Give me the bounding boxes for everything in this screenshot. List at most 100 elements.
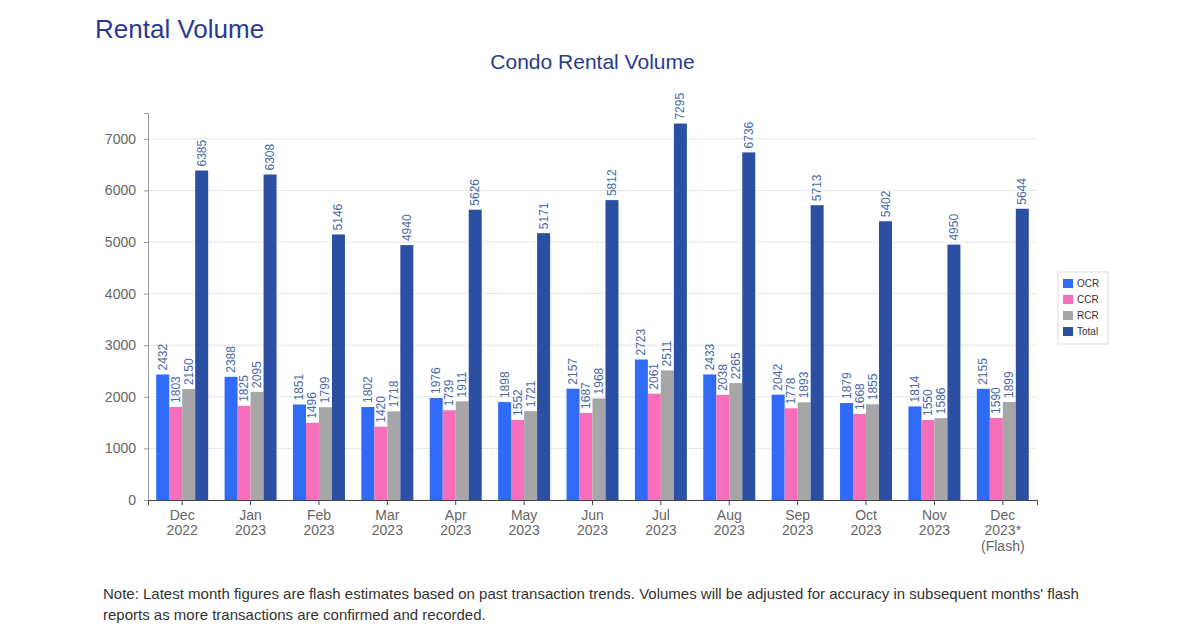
bar bbox=[742, 152, 755, 500]
data-label: 1879 bbox=[840, 372, 854, 399]
x-tick-mark bbox=[318, 500, 319, 505]
data-label: 1718 bbox=[387, 380, 401, 407]
bar bbox=[430, 398, 443, 500]
x-tick-label: Apr2023 bbox=[440, 507, 471, 538]
x-tick-label-line: Nov bbox=[922, 507, 947, 523]
legend-frame bbox=[1058, 272, 1108, 344]
bar bbox=[332, 234, 345, 500]
x-axis-line bbox=[149, 501, 1038, 506]
legend-item: CCR bbox=[1063, 294, 1099, 305]
x-tick-label: Mar2023 bbox=[372, 507, 403, 538]
x-tick-label-line: 2023 bbox=[782, 522, 813, 538]
x-tick: Oct2023 bbox=[850, 500, 881, 538]
grid bbox=[148, 139, 1037, 500]
x-axis: Dec2022Jan2023Feb2023Mar2023Apr2023May20… bbox=[149, 500, 1038, 554]
bar bbox=[866, 404, 879, 500]
bar bbox=[400, 245, 413, 500]
y-tick-mark bbox=[144, 500, 148, 501]
data-label: 1802 bbox=[361, 376, 375, 403]
x-tick-mark bbox=[250, 500, 251, 505]
bar bbox=[661, 370, 674, 500]
y-tick-label: 4000 bbox=[105, 286, 136, 302]
bar bbox=[511, 420, 524, 500]
data-label: 5713 bbox=[810, 174, 824, 201]
x-tick-label-line: 2023 bbox=[645, 522, 676, 538]
data-label: 2042 bbox=[771, 364, 785, 391]
data-label: 1899 bbox=[1002, 371, 1016, 398]
bar bbox=[443, 410, 456, 500]
y-tick: 3000 bbox=[105, 337, 148, 353]
bar bbox=[811, 205, 824, 500]
y-tick-mark bbox=[144, 345, 148, 346]
data-label: 1825 bbox=[237, 375, 251, 402]
data-label: 2157 bbox=[566, 358, 580, 385]
data-label: 1687 bbox=[579, 382, 593, 409]
y-tick-label: 7000 bbox=[105, 131, 136, 147]
x-tick-label-line: Oct bbox=[855, 507, 877, 523]
x-tick-label-line: 2022 bbox=[167, 522, 198, 538]
data-label: 6308 bbox=[263, 143, 277, 170]
bar bbox=[195, 171, 208, 500]
data-label: 1550 bbox=[921, 389, 935, 416]
x-tick-label: Jul2023 bbox=[645, 507, 676, 538]
data-label: 1590 bbox=[989, 387, 1003, 414]
x-tick-label: Feb2023 bbox=[303, 507, 334, 538]
data-label: 1976 bbox=[429, 367, 443, 394]
y-tick: 2000 bbox=[105, 389, 148, 405]
x-tick: Jun2023 bbox=[577, 500, 608, 538]
y-tick-label: 0 bbox=[128, 492, 136, 508]
bar bbox=[716, 395, 729, 500]
bar bbox=[361, 407, 374, 500]
bar bbox=[251, 392, 264, 500]
bar bbox=[772, 395, 785, 500]
data-label: 1420 bbox=[374, 396, 388, 423]
data-label: 1721 bbox=[524, 380, 538, 407]
x-tick-label-line: Aug bbox=[717, 507, 742, 523]
bar bbox=[593, 398, 606, 500]
data-label: 2150 bbox=[182, 358, 196, 385]
y-tick: 1000 bbox=[105, 440, 148, 456]
y-tick-mark bbox=[144, 242, 148, 243]
x-tick: Dec2023*(Flash) bbox=[981, 500, 1025, 554]
data-label: 4940 bbox=[400, 214, 414, 241]
x-tick-label-line: Jun bbox=[581, 507, 604, 523]
y-tick-label: 2000 bbox=[105, 389, 136, 405]
x-tick: Aug2023 bbox=[714, 500, 745, 538]
x-tick-mark bbox=[729, 500, 730, 505]
data-label: 2095 bbox=[250, 361, 264, 388]
y-tick: 4000 bbox=[105, 286, 148, 302]
x-tick-mark bbox=[1002, 500, 1003, 505]
data-label: 7295 bbox=[673, 93, 687, 120]
grid-line bbox=[148, 190, 1037, 191]
x-tick: Jul2023 bbox=[645, 500, 676, 538]
y-tick-mark bbox=[144, 294, 148, 295]
x-tick-label-line: 2023 bbox=[850, 522, 881, 538]
data-label: 1893 bbox=[797, 371, 811, 398]
bar bbox=[947, 245, 960, 500]
x-tick-label: Nov2023 bbox=[919, 507, 950, 538]
legend-label: Total bbox=[1077, 326, 1098, 337]
bar bbox=[225, 377, 238, 500]
data-label: 5402 bbox=[879, 190, 893, 217]
data-label: 1778 bbox=[784, 377, 798, 404]
data-label: 1552 bbox=[511, 389, 525, 416]
data-label: 2388 bbox=[224, 346, 238, 373]
data-label: 6736 bbox=[742, 121, 756, 148]
legend-swatch bbox=[1063, 311, 1073, 320]
bar bbox=[156, 375, 169, 500]
data-label: 5171 bbox=[537, 202, 551, 229]
x-tick-label-line: 2023 bbox=[577, 522, 608, 538]
bar bbox=[1016, 209, 1029, 500]
y-tick: 7000 bbox=[105, 131, 148, 147]
data-label: 1911 bbox=[455, 371, 469, 397]
data-label: 1898 bbox=[498, 371, 512, 398]
data-label: 2511 bbox=[660, 340, 674, 366]
bar bbox=[374, 427, 387, 500]
bar bbox=[498, 402, 511, 500]
y-tick-mark bbox=[144, 190, 148, 191]
grid-line bbox=[148, 242, 1037, 243]
x-tick-label-line: Feb bbox=[307, 507, 331, 523]
data-label: 2061 bbox=[647, 363, 661, 390]
x-tick-label-line: Jan bbox=[239, 507, 262, 523]
y-tick: 0 bbox=[128, 492, 148, 508]
